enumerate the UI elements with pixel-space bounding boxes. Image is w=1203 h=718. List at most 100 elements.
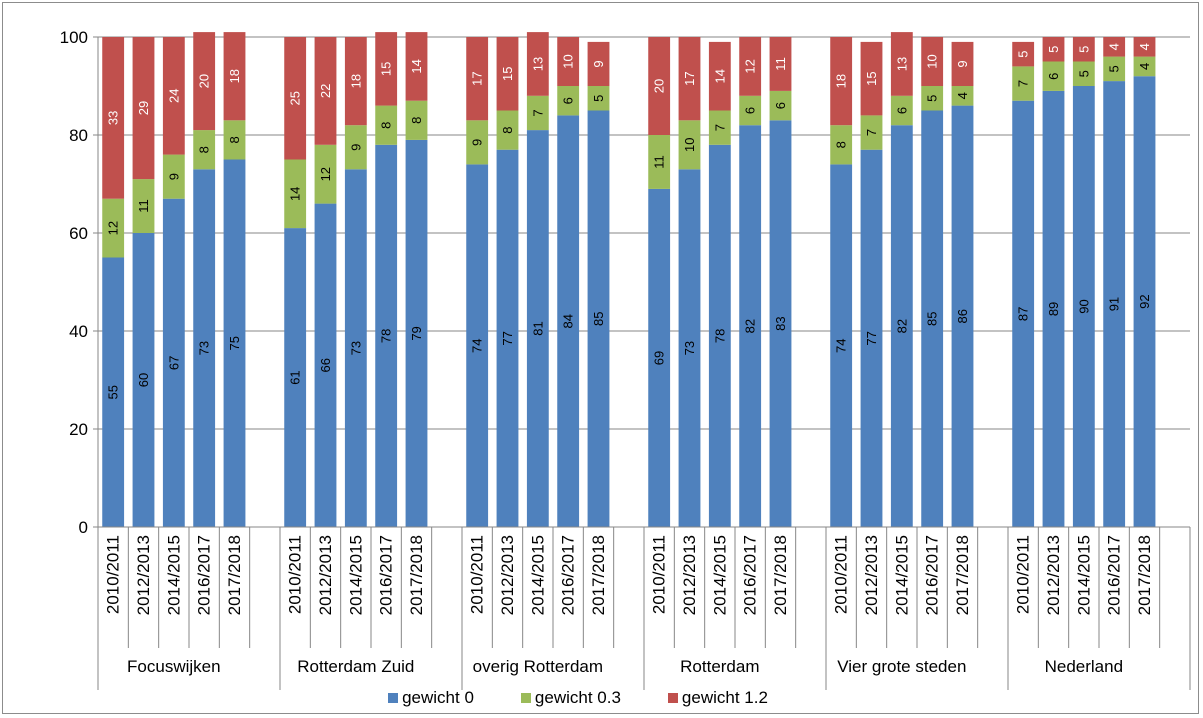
data-label: 11 <box>773 57 788 70</box>
bar-segment <box>921 110 944 527</box>
bar-segment <box>557 115 580 528</box>
legend-label: gewicht 1.2 <box>681 688 768 707</box>
legend-swatch <box>667 693 678 703</box>
data-label: 87 <box>1016 307 1031 321</box>
data-label: 5 <box>1107 65 1122 72</box>
data-label: 5 <box>1076 46 1091 53</box>
data-label: 15 <box>379 62 394 76</box>
bar-segment <box>648 135 671 189</box>
x-tick-label: 2010/2011 <box>650 535 669 614</box>
x-tick-label: 2012/2013 <box>498 535 517 615</box>
bar-segment <box>405 32 428 101</box>
legend-swatch <box>388 693 399 703</box>
bar-segment <box>1133 56 1156 77</box>
group-label: Focuswijken <box>127 657 221 676</box>
x-tick-label: 2016/2017 <box>1105 535 1124 615</box>
data-label: 14 <box>409 59 424 73</box>
x-tick-label: 2016/2017 <box>923 535 942 615</box>
data-label: 9 <box>591 60 606 67</box>
data-label: 7 <box>864 129 879 136</box>
bar-segment <box>223 32 246 121</box>
bar-segment <box>102 37 125 199</box>
data-label: 11 <box>136 199 151 213</box>
bar-segment <box>587 41 610 86</box>
x-tick-label: 2014/2015 <box>346 535 365 615</box>
bar-segment <box>860 149 883 527</box>
data-label: 73 <box>682 341 697 355</box>
data-label: 4 <box>1107 43 1122 50</box>
bar-segment <box>830 37 853 126</box>
data-label: 18 <box>348 74 363 88</box>
x-tick-label: 2016/2017 <box>195 535 214 615</box>
data-label: 6 <box>1046 73 1061 80</box>
bar-segment <box>1103 37 1126 57</box>
bar-segment <box>1012 66 1035 101</box>
data-label: 81 <box>530 321 545 335</box>
data-label: 78 <box>712 329 727 343</box>
data-label: 4 <box>1137 43 1152 50</box>
x-tick-label: 2014/2015 <box>528 535 547 615</box>
data-label: 5 <box>925 95 940 102</box>
bar-segment <box>162 37 185 155</box>
bar-segment <box>132 179 155 233</box>
bar-segment <box>921 86 944 111</box>
chart-legend: gewicht 0 gewicht 0.3 gewicht 1.2 <box>0 688 1203 708</box>
bar-segment <box>284 159 307 229</box>
bar-segment <box>1103 56 1126 82</box>
data-label: 82 <box>894 319 909 333</box>
x-tick-label: 2014/2015 <box>892 535 911 615</box>
legend-item-gewicht-1-2: gewicht 1.2 <box>667 688 768 708</box>
x-tick-label: 2012/2013 <box>316 535 335 615</box>
data-label: 61 <box>288 370 303 384</box>
bar-segment <box>375 105 398 145</box>
bar-segment <box>830 125 853 165</box>
bar-segment <box>648 188 671 527</box>
bar-segment <box>678 169 701 528</box>
data-label: 9 <box>955 60 970 67</box>
data-label: 86 <box>955 309 970 323</box>
data-label: 10 <box>682 138 697 152</box>
bar-segment <box>1072 86 1095 527</box>
x-tick-label: 2010/2011 <box>104 535 123 614</box>
data-label: 11 <box>652 155 667 169</box>
bar-segment <box>1012 100 1035 527</box>
data-label: 8 <box>834 141 849 148</box>
data-label: 8 <box>379 122 394 129</box>
data-label: 9 <box>166 173 181 180</box>
bar-segment <box>193 130 216 170</box>
data-label: 60 <box>136 373 151 387</box>
bar-segment <box>314 37 337 145</box>
legend-label: gewicht 0 <box>402 688 474 707</box>
data-label: 74 <box>834 338 849 352</box>
bar-segment <box>557 37 580 86</box>
data-label: 82 <box>743 319 758 333</box>
bar-segment <box>921 37 944 86</box>
legend-label: gewicht 0.3 <box>534 688 621 707</box>
data-label: 73 <box>197 341 212 355</box>
data-label: 6 <box>743 107 758 114</box>
data-label: 18 <box>227 69 242 83</box>
data-label: 17 <box>470 71 485 85</box>
data-label: 6 <box>561 97 576 104</box>
data-label: 25 <box>288 91 303 105</box>
data-label: 14 <box>288 187 303 201</box>
bar-segment <box>526 95 549 131</box>
data-label: 8 <box>409 117 424 124</box>
data-label: 29 <box>136 101 151 115</box>
data-label: 90 <box>1076 299 1091 313</box>
bar-segment <box>1103 81 1126 527</box>
x-tick-label: 2012/2013 <box>134 535 153 615</box>
data-label: 66 <box>318 358 333 372</box>
bar-segment <box>405 139 428 527</box>
data-label: 9 <box>348 144 363 151</box>
data-label: 89 <box>1046 302 1061 316</box>
data-label: 14 <box>712 69 727 83</box>
bar-segment <box>648 37 671 135</box>
y-tick-label: 100 <box>60 28 88 47</box>
x-tick-label: 2017/2018 <box>771 535 790 615</box>
data-label: 18 <box>834 74 849 88</box>
data-label: 79 <box>409 326 424 340</box>
bar-segment <box>344 125 367 170</box>
y-tick-label: 40 <box>69 322 88 341</box>
